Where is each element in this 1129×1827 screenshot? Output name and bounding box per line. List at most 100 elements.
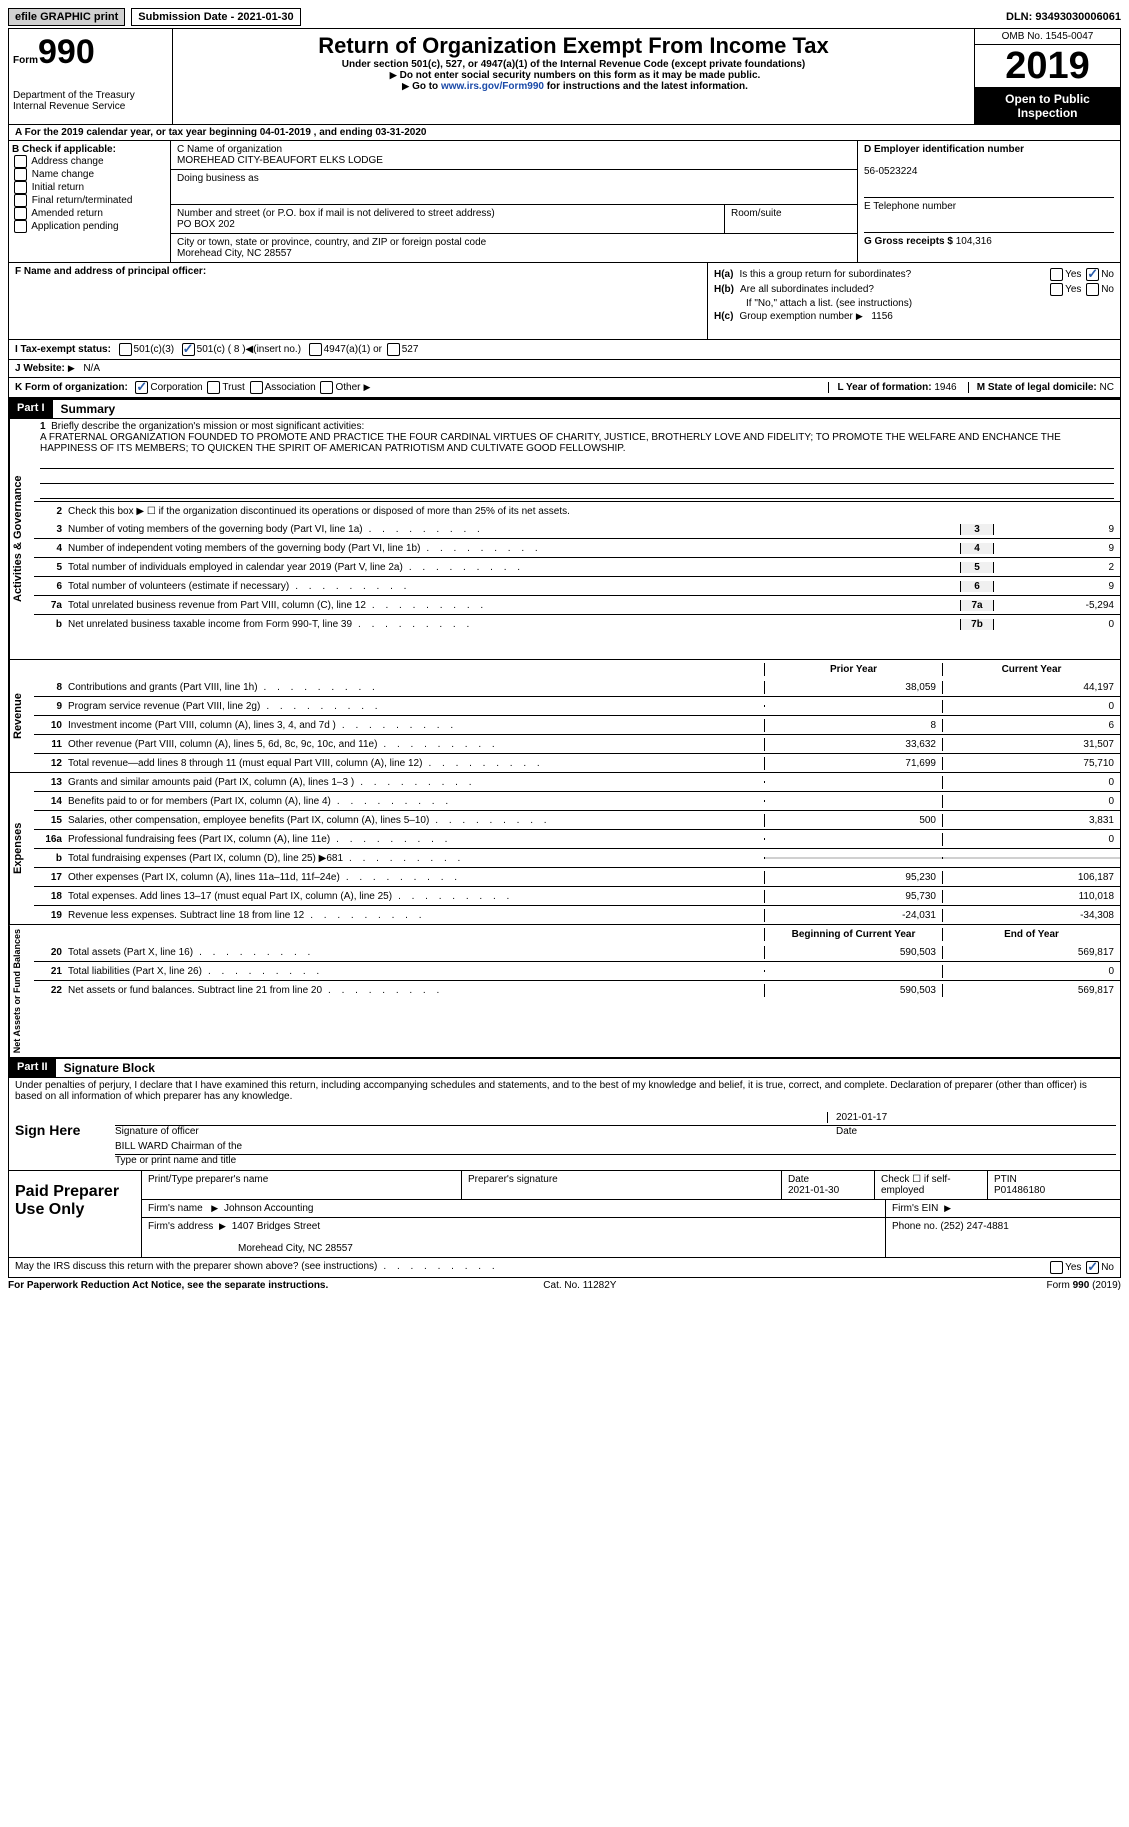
chk-trust[interactable] — [207, 381, 220, 394]
discuss-no[interactable] — [1086, 1261, 1099, 1274]
k-label: K Form of organization: — [15, 382, 128, 393]
tax-year: 2019 — [975, 45, 1120, 88]
firm-name: Johnson Accounting — [224, 1203, 314, 1214]
chk-501c[interactable] — [182, 343, 195, 356]
hc-label: H(c) — [714, 311, 733, 322]
chk-assoc[interactable] — [250, 381, 263, 394]
chk-final[interactable] — [14, 194, 27, 207]
note-goto-post: for instructions and the latest informat… — [544, 81, 748, 92]
opt-pending: Application pending — [31, 221, 118, 232]
chk-name[interactable] — [14, 168, 27, 181]
data-line: bTotal fundraising expenses (Part IX, co… — [34, 848, 1120, 867]
officer-row: F Name and address of principal officer:… — [9, 263, 1120, 340]
l-label: L Year of formation: — [837, 382, 931, 393]
chk-initial[interactable] — [14, 181, 27, 194]
sign-here-label: Sign Here — [9, 1104, 91, 1170]
hb-label: H(b) — [714, 284, 734, 295]
prep-date: 2021-01-30 — [788, 1185, 839, 1196]
submission-date: Submission Date - 2021-01-30 — [131, 8, 300, 26]
gov-line: 4Number of independent voting members of… — [34, 538, 1120, 557]
opt-final: Final return/terminated — [32, 195, 133, 206]
phone-label: E Telephone number — [864, 201, 956, 212]
part1-title: Summary — [53, 400, 124, 418]
prep-sig-label: Preparer's signature — [462, 1171, 782, 1199]
discuss-yes[interactable] — [1050, 1261, 1063, 1274]
data-line: 14Benefits paid to or for members (Part … — [34, 791, 1120, 810]
vert-revenue: Revenue — [9, 660, 34, 772]
ein-value: 56-0523224 — [864, 166, 917, 177]
firm-addr-label: Firm's address — [148, 1221, 213, 1232]
netassets-section: Net Assets or Fund Balances Beginning of… — [9, 924, 1120, 1057]
date-label: Date — [828, 1126, 1116, 1137]
paid-preparer-label: Paid Preparer Use Only — [9, 1171, 141, 1257]
header-right: OMB No. 1545-0047 2019 Open to Public In… — [975, 29, 1120, 124]
mission-text: A FRATERNAL ORGANIZATION FOUNDED TO PROM… — [40, 432, 1061, 454]
chk-527[interactable] — [387, 343, 400, 356]
data-line: 15Salaries, other compensation, employee… — [34, 810, 1120, 829]
chk-pending[interactable] — [14, 220, 27, 233]
vert-expenses: Expenses — [9, 773, 34, 924]
data-line: 9Program service revenue (Part VIII, lin… — [34, 696, 1120, 715]
b-label: B Check if applicable: — [12, 144, 116, 155]
na-curr-head: End of Year — [942, 928, 1120, 941]
ptin-label: PTIN — [994, 1174, 1017, 1185]
gov-line: 5Total number of individuals employed in… — [34, 557, 1120, 576]
ha-no[interactable] — [1086, 268, 1099, 281]
ha-yes[interactable] — [1050, 268, 1063, 281]
gov-line: 3Number of voting members of the governi… — [34, 520, 1120, 538]
city-value: Morehead City, NC 28557 — [177, 248, 292, 259]
chk-other[interactable] — [320, 381, 333, 394]
col-b: B Check if applicable: Address change Na… — [9, 141, 171, 262]
gov-line: 6Total number of volunteers (estimate if… — [34, 576, 1120, 595]
form-label: Form — [13, 55, 38, 66]
na-prior-head: Beginning of Current Year — [764, 928, 942, 941]
chk-4947[interactable] — [309, 343, 322, 356]
dept-label: Department of the TreasuryInternal Reven… — [13, 90, 168, 112]
ein-label: D Employer identification number — [864, 144, 1024, 155]
k-row: K Form of organization: Corporation Trus… — [9, 378, 1120, 398]
data-line: 20Total assets (Part X, line 16)590,5035… — [34, 943, 1120, 961]
i-label: I Tax-exempt status: — [15, 344, 111, 355]
firm-phone: (252) 247-4881 — [940, 1221, 1008, 1232]
dln: DLN: 93493030006061 — [1006, 11, 1121, 23]
expenses-section: Expenses 13Grants and similar amounts pa… — [9, 772, 1120, 924]
hb-yes[interactable] — [1050, 283, 1063, 296]
ha-text: Is this a group return for subordinates? — [739, 269, 911, 280]
chk-address[interactable] — [14, 155, 27, 168]
gross-value: 104,316 — [956, 236, 992, 247]
footer-cat: Cat. No. 11282Y — [543, 1280, 616, 1291]
hb-text: Are all subordinates included? — [740, 284, 874, 295]
sig-officer-label: Signature of officer — [115, 1126, 828, 1137]
opt-initial: Initial return — [32, 182, 84, 193]
opt-amended: Amended return — [31, 208, 103, 219]
part2-title: Signature Block — [56, 1059, 163, 1077]
form-container: Form990 Department of the TreasuryIntern… — [8, 28, 1121, 1278]
data-line: 21Total liabilities (Part X, line 26)0 — [34, 961, 1120, 980]
irs-link[interactable]: www.irs.gov/Form990 — [441, 81, 544, 92]
col-curr-head: Current Year — [942, 663, 1120, 676]
ha-label: H(a) — [714, 269, 733, 280]
chk-amended[interactable] — [14, 207, 27, 220]
chk-501c3[interactable] — [119, 343, 132, 356]
header-center: Return of Organization Exempt From Incom… — [173, 29, 975, 124]
city-label: City or town, state or province, country… — [177, 237, 486, 248]
hb-note: If "No," attach a list. (see instruction… — [746, 298, 1114, 309]
efile-button[interactable]: efile GRAPHIC print — [8, 8, 125, 26]
hb-no[interactable] — [1086, 283, 1099, 296]
tax-exempt-row: I Tax-exempt status: 501(c)(3) 501(c) ( … — [9, 340, 1120, 360]
hc-text: Group exemption number — [739, 311, 852, 322]
prep-date-label: Date — [788, 1174, 809, 1185]
data-line: 10Investment income (Part VIII, column (… — [34, 715, 1120, 734]
chk-corp[interactable] — [135, 381, 148, 394]
page-footer: For Paperwork Reduction Act Notice, see … — [8, 1278, 1121, 1293]
col-d: D Employer identification number 56-0523… — [858, 141, 1120, 262]
ptin-value: P01486180 — [994, 1185, 1045, 1196]
data-line: 8Contributions and grants (Part VIII, li… — [34, 678, 1120, 696]
officer-name: BILL WARD Chairman of the — [115, 1141, 1116, 1152]
year-formation: 1946 — [934, 382, 956, 393]
gov-line: bNet unrelated business taxable income f… — [34, 614, 1120, 633]
firm-phone-label: Phone no. — [892, 1221, 938, 1232]
gross-label: G Gross receipts $ — [864, 236, 953, 247]
data-line: 17Other expenses (Part IX, column (A), l… — [34, 867, 1120, 886]
col-c: C Name of organization MOREHEAD CITY-BEA… — [171, 141, 858, 262]
